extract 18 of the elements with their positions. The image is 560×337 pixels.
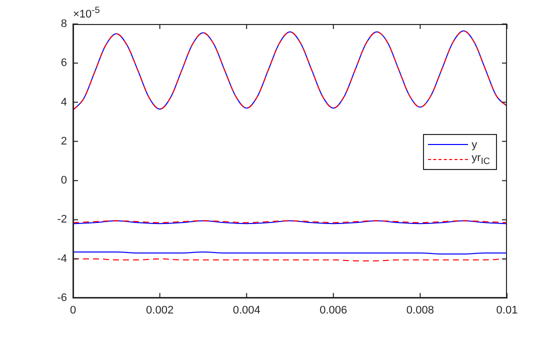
y-tick-label: 6 [60, 57, 67, 70]
y-tick-label: 4 [60, 96, 67, 108]
y-tick-label: 0 [60, 174, 67, 187]
y-tick-label: 2 [60, 135, 67, 148]
y-tick-label: -4 [57, 252, 67, 265]
y-tick-label: -2 [57, 214, 67, 226]
x-tick-label: 0.004 [232, 304, 260, 317]
legend-label: yr$_{IC}$ [472, 152, 490, 167]
x-tick-label: 0.002 [146, 304, 174, 317]
x-tick-label: 0.008 [406, 304, 434, 317]
y-tick-label: -6 [57, 292, 67, 304]
legend-label: y [472, 138, 478, 150]
x-tick-label: 0 [70, 304, 76, 317]
x-tick-label: 0.006 [320, 304, 348, 317]
text: ×10$^{-5}$ [73, 5, 100, 21]
y-tick-label: 8 [60, 18, 67, 30]
x-tick-label: 0.01 [496, 304, 518, 317]
line-series [73, 30, 507, 111]
